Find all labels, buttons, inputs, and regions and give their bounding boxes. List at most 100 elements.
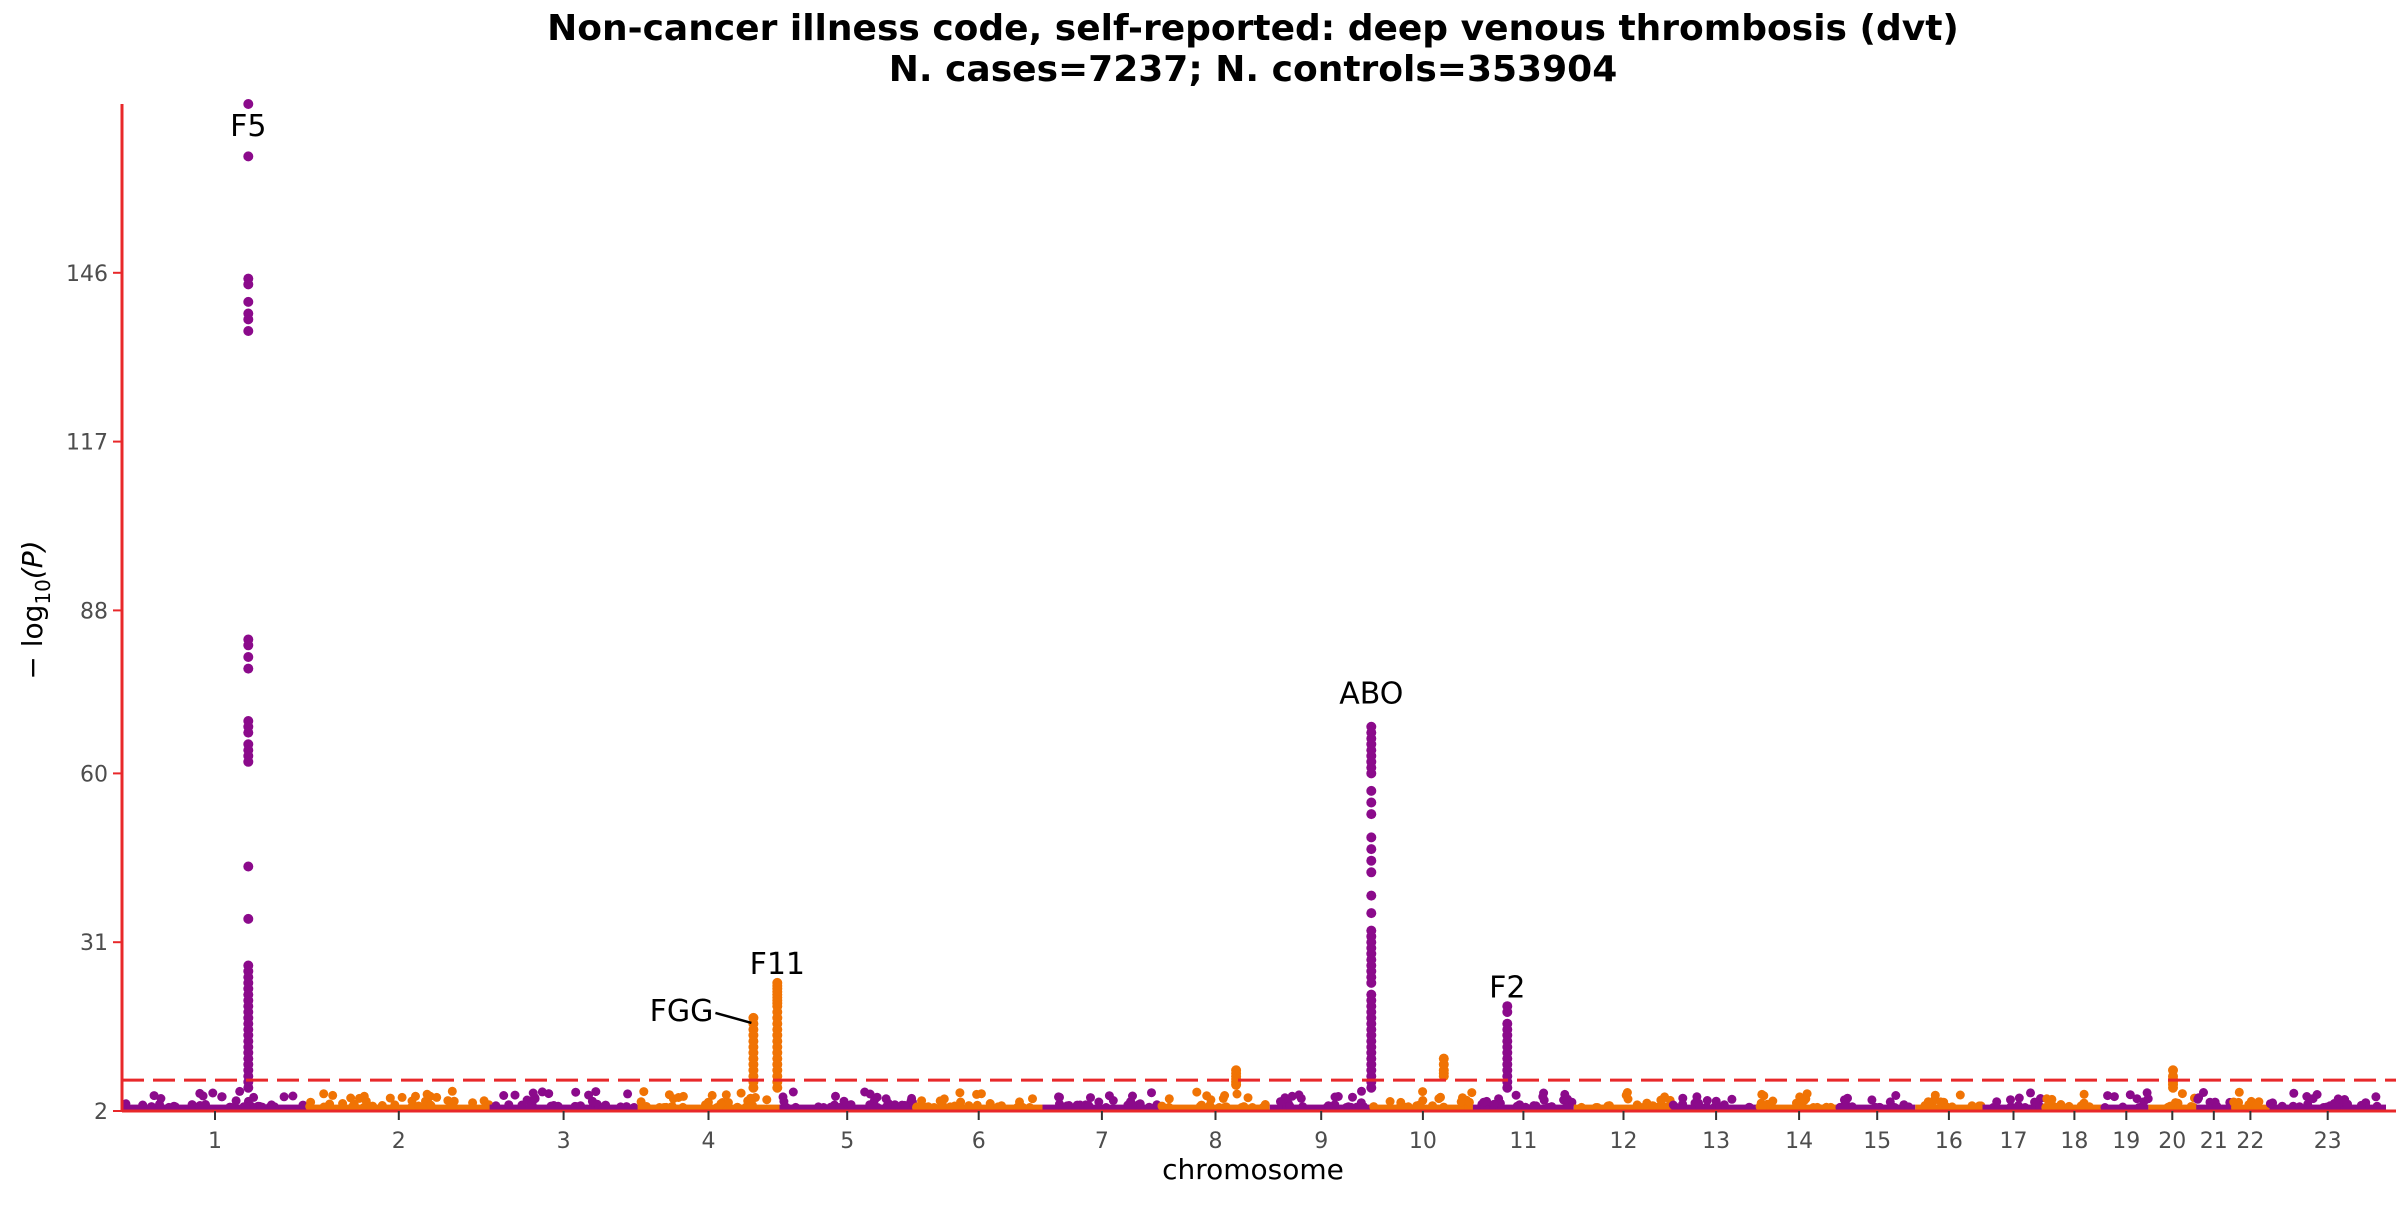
noise-point bbox=[839, 1096, 849, 1106]
noise-point bbox=[149, 1091, 159, 1101]
noise-point bbox=[1529, 1101, 1539, 1111]
noise-point bbox=[623, 1089, 633, 1099]
peak-point bbox=[243, 727, 254, 738]
noise-point bbox=[195, 1088, 205, 1098]
noise-point bbox=[361, 1096, 371, 1106]
noise-point bbox=[2289, 1088, 2299, 1098]
peak-point bbox=[1366, 908, 1377, 919]
noise-point bbox=[1632, 1100, 1642, 1110]
noise-point bbox=[2079, 1089, 2089, 1099]
x-tick-label: 7 bbox=[1095, 1129, 1109, 1154]
x-tick-label: 10 bbox=[1409, 1129, 1437, 1154]
x-tick-label: 6 bbox=[972, 1129, 986, 1154]
peak-point bbox=[1366, 797, 1377, 808]
peak-point bbox=[1366, 890, 1377, 901]
noise-point bbox=[703, 1097, 713, 1107]
noise-point bbox=[397, 1092, 407, 1102]
noise-point bbox=[155, 1099, 164, 1109]
noise-point bbox=[530, 1094, 540, 1104]
noise-point bbox=[510, 1090, 520, 1100]
noise-point bbox=[1333, 1092, 1343, 1101]
peak-point bbox=[243, 296, 254, 307]
noise-point bbox=[1192, 1087, 1202, 1097]
noise-point bbox=[736, 1088, 746, 1098]
noise-point bbox=[2212, 1101, 2222, 1111]
peak-point bbox=[748, 1082, 759, 1093]
noise-point bbox=[2109, 1092, 2119, 1102]
noise-point bbox=[642, 1102, 651, 1111]
noise-point bbox=[1202, 1091, 1212, 1101]
noise-band-chr-3 bbox=[489, 1104, 638, 1111]
noise-point bbox=[2372, 1101, 2382, 1111]
noise-point bbox=[257, 1102, 267, 1112]
noise-point bbox=[249, 1092, 259, 1102]
noise-point bbox=[241, 1102, 250, 1112]
noise-point bbox=[1439, 1102, 1449, 1112]
noise-point bbox=[121, 1099, 131, 1109]
noise-point bbox=[666, 1102, 676, 1112]
noise-point bbox=[1298, 1102, 1308, 1112]
noise-point bbox=[504, 1100, 514, 1110]
noise-point bbox=[571, 1087, 581, 1097]
y-axis-title-variable: (P) bbox=[16, 540, 49, 579]
noise-point bbox=[138, 1100, 148, 1110]
noise-point bbox=[338, 1099, 348, 1108]
noise-point bbox=[1403, 1102, 1413, 1112]
noise-point bbox=[1891, 1091, 1901, 1100]
peak-point bbox=[1366, 855, 1377, 866]
noise-point bbox=[2132, 1094, 2142, 1104]
peak-point bbox=[1366, 844, 1377, 855]
noise-point bbox=[1512, 1101, 1522, 1111]
noise-point bbox=[328, 1090, 338, 1100]
x-tick-label: 11 bbox=[1509, 1129, 1537, 1154]
noise-point bbox=[1936, 1097, 1946, 1107]
gene-label-f11: F11 bbox=[750, 947, 805, 982]
noise-point bbox=[1719, 1100, 1729, 1110]
noise-point bbox=[1369, 1102, 1379, 1112]
y-tick-label: 2 bbox=[94, 1100, 108, 1125]
x-tick-label: 17 bbox=[2000, 1129, 2028, 1154]
noise-point bbox=[1800, 1095, 1809, 1105]
noise-point bbox=[1678, 1099, 1688, 1109]
peak-point bbox=[1502, 1007, 1513, 1017]
noise-point bbox=[1702, 1096, 1712, 1105]
noise-point bbox=[377, 1101, 387, 1110]
noise-point bbox=[2026, 1088, 2035, 1098]
noise-point bbox=[955, 1088, 965, 1098]
noise-point bbox=[267, 1100, 276, 1110]
noise-point bbox=[890, 1100, 900, 1110]
gene-label-abo: ABO bbox=[1339, 677, 1403, 712]
noise-point bbox=[1464, 1097, 1474, 1107]
noise-point bbox=[217, 1092, 227, 1102]
peak-point bbox=[243, 1082, 254, 1093]
noise-point bbox=[2125, 1090, 2135, 1100]
noise-point bbox=[591, 1087, 601, 1097]
peak-point bbox=[1366, 809, 1377, 820]
noise-point bbox=[2173, 1098, 2183, 1108]
y-axis-title-main: − log bbox=[16, 605, 49, 680]
noise-point bbox=[2194, 1093, 2204, 1103]
peak-point bbox=[1366, 1082, 1377, 1093]
noise-point bbox=[1323, 1101, 1333, 1111]
points-layer bbox=[121, 99, 2386, 1112]
noise-point bbox=[479, 1096, 489, 1106]
noise-point bbox=[882, 1101, 892, 1111]
noise-point bbox=[1108, 1096, 1118, 1105]
noise-point bbox=[448, 1102, 458, 1112]
gene-label-f2: F2 bbox=[1489, 971, 1525, 1006]
y-tick-label: 146 bbox=[66, 262, 108, 287]
noise-point bbox=[385, 1093, 395, 1103]
noise-point bbox=[723, 1098, 733, 1107]
x-tick-label: 16 bbox=[1935, 1129, 1963, 1154]
noise-point bbox=[422, 1089, 432, 1099]
noise-point bbox=[1847, 1102, 1857, 1112]
noise-point bbox=[1843, 1093, 1852, 1103]
noise-point bbox=[499, 1091, 509, 1100]
noise-point bbox=[2356, 1100, 2366, 1110]
x-tick-label: 22 bbox=[2236, 1129, 2264, 1154]
x-tick-label: 1 bbox=[208, 1129, 222, 1154]
noise-point bbox=[1287, 1091, 1297, 1101]
noise-point bbox=[900, 1100, 910, 1110]
peak-point bbox=[772, 1082, 783, 1093]
